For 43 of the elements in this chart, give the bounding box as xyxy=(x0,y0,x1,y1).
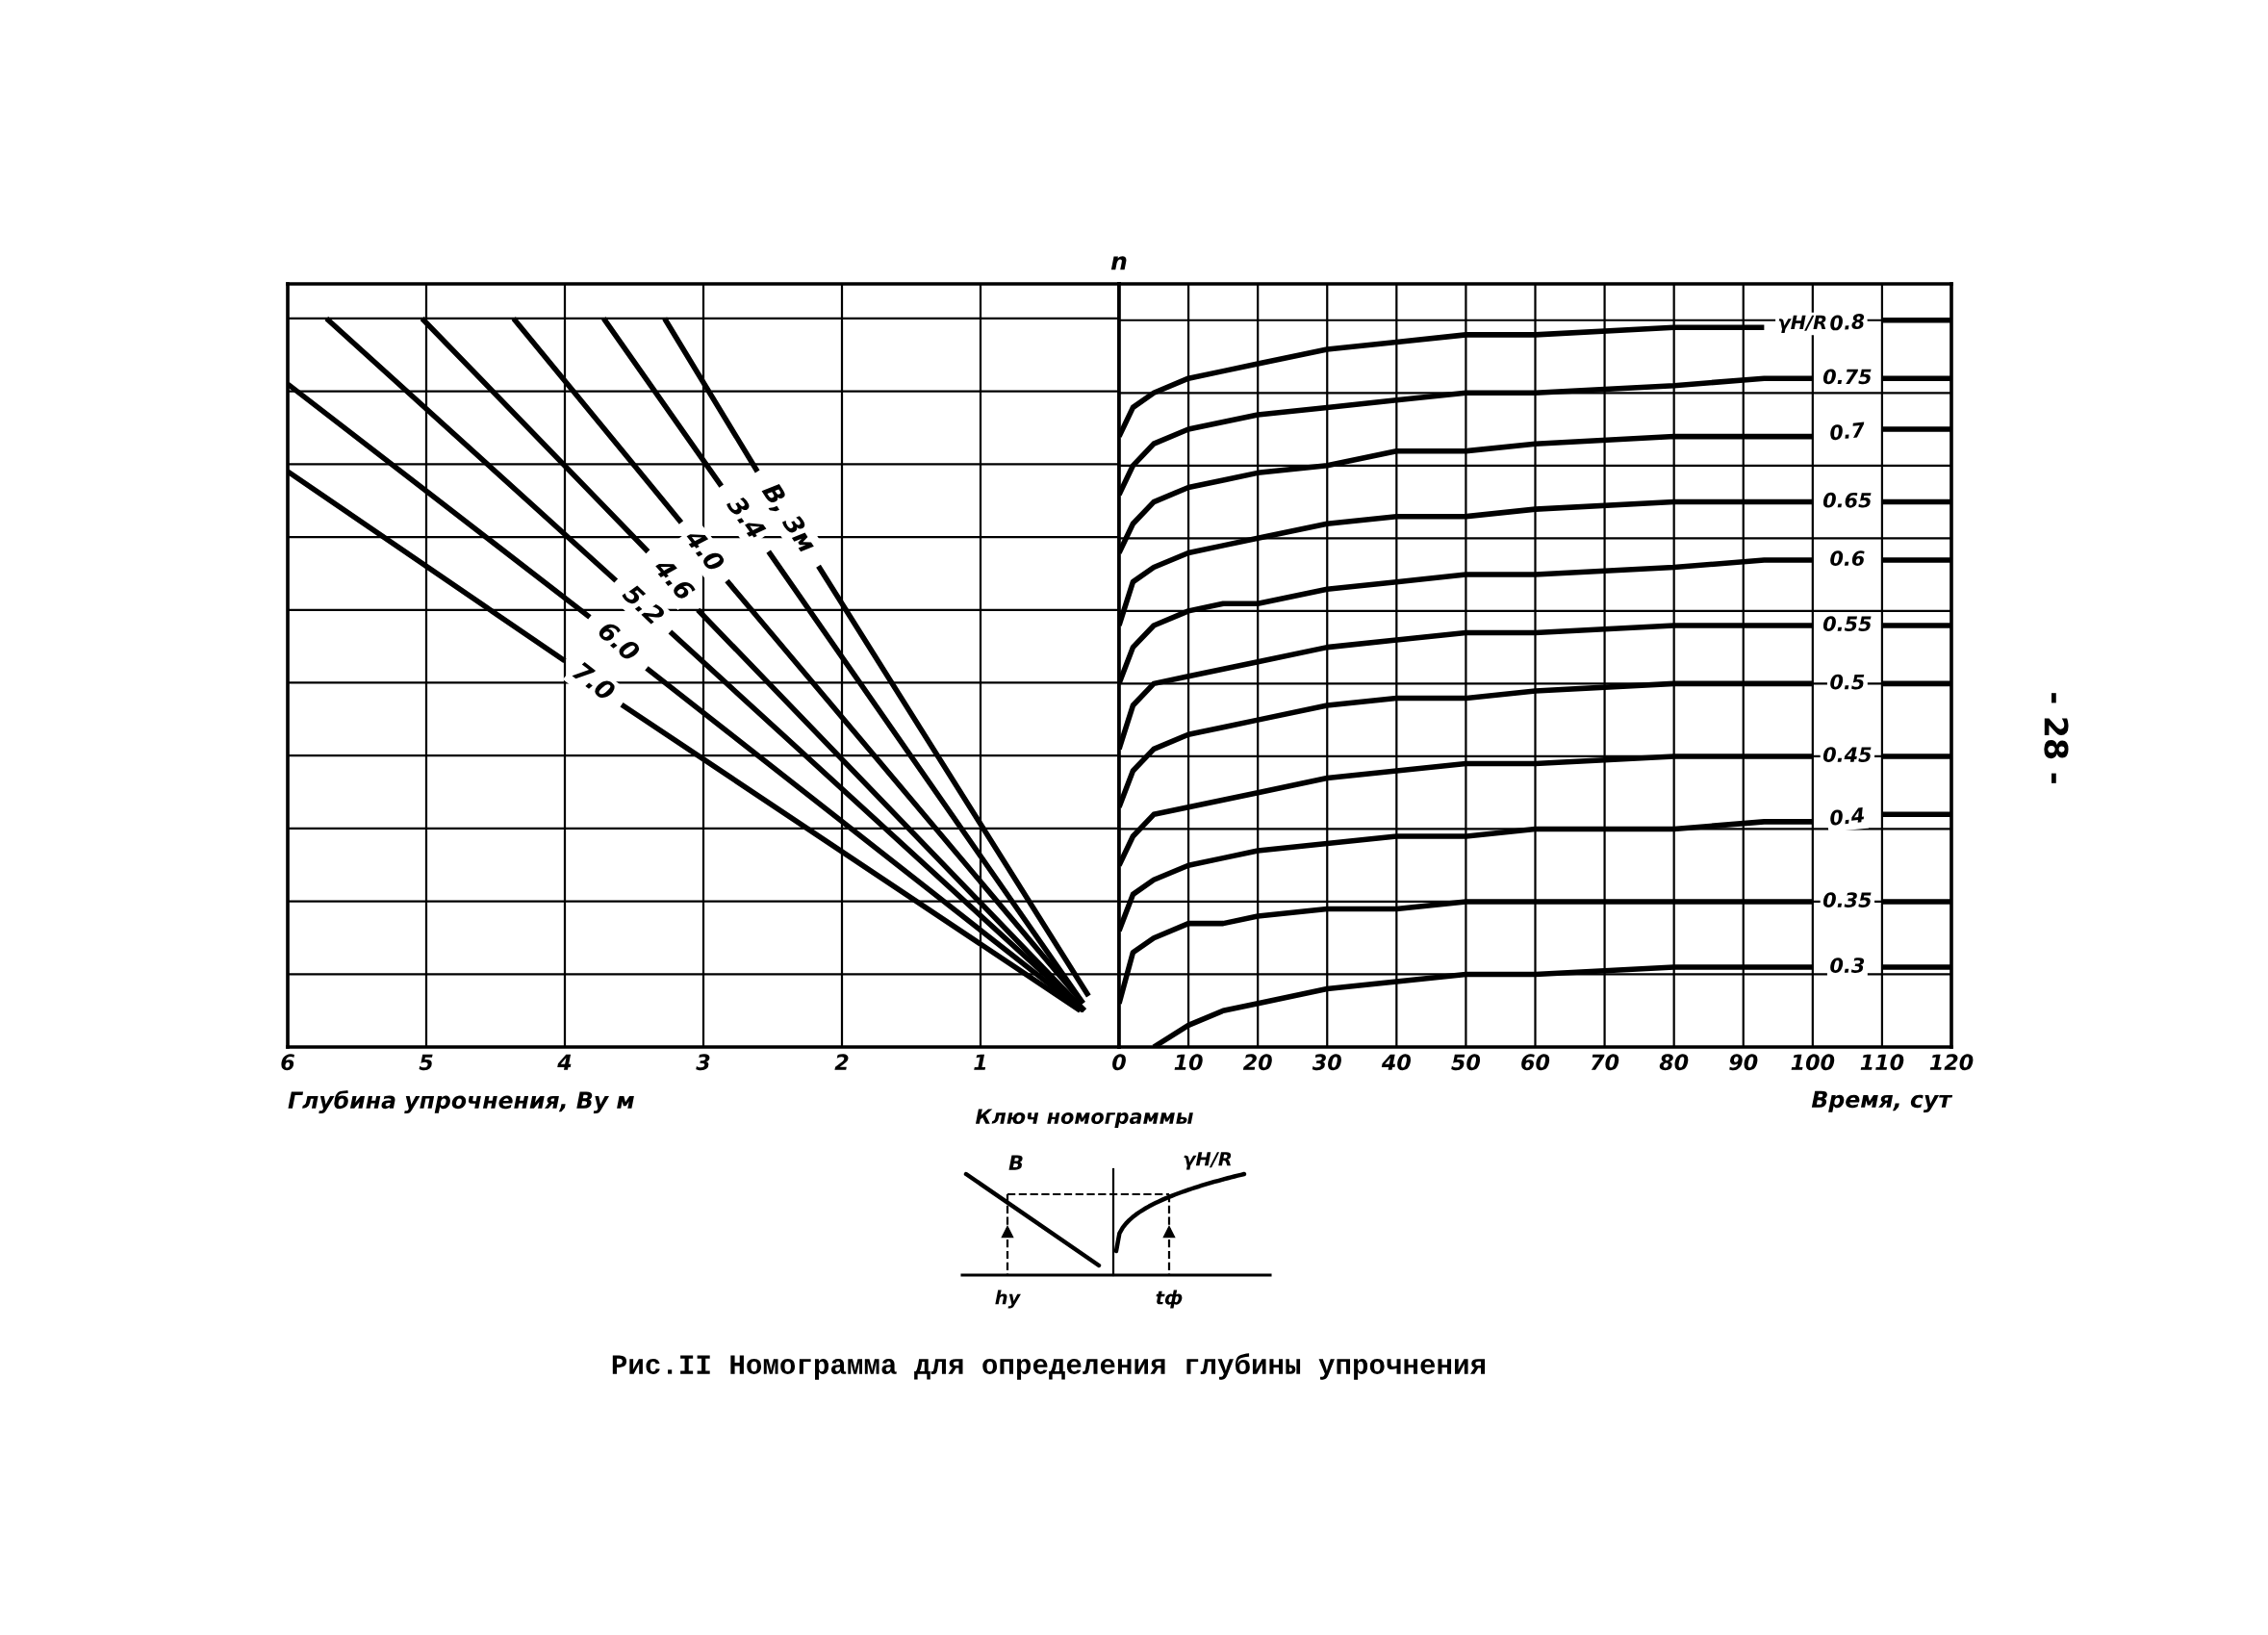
text: В xyxy=(1008,1155,1023,1170)
x-tick-label: 110 xyxy=(1860,1054,1904,1071)
x-tick-label: 80 xyxy=(1659,1054,1689,1071)
x-tick-label: 120 xyxy=(1929,1054,1974,1071)
text: γH/R xyxy=(1184,1152,1232,1170)
x-tick-label: 90 xyxy=(1729,1054,1758,1071)
series-label: 0.75 xyxy=(1822,369,1872,385)
text: Ключ номограммы xyxy=(975,1109,1193,1129)
x-tick-label: 40 xyxy=(1381,1054,1411,1071)
x-tick-label: 70 xyxy=(1591,1054,1619,1071)
series-label: 0.8 xyxy=(1829,313,1865,331)
text: hу xyxy=(995,1290,1021,1309)
series-label: 0.55 xyxy=(1822,616,1872,632)
text: 0.7 xyxy=(1829,422,1866,441)
x-tick-label: 60 xyxy=(1521,1054,1550,1071)
text: 7.0 xyxy=(572,660,618,703)
series-label: 0.45 xyxy=(1822,747,1872,762)
x-tick-label: 2 xyxy=(834,1054,849,1070)
y-axis-title: n xyxy=(1110,256,1127,270)
series-label: 0.5 xyxy=(1830,674,1865,690)
series-label: 0.65 xyxy=(1822,492,1872,508)
x-tick-label: 3 xyxy=(696,1054,710,1071)
text: Рис.II Номограмма для определения глубины упрочнения xyxy=(612,1353,1486,1380)
x-tick-label: 6 xyxy=(281,1054,294,1071)
series-label: 0.3 xyxy=(1830,958,1865,973)
x-tick-label: 1 xyxy=(974,1054,986,1070)
x-tick-label: 10 xyxy=(1174,1054,1203,1071)
x-tick-label: 5 xyxy=(419,1054,433,1071)
x-tick-label: 20 xyxy=(1242,1054,1272,1071)
text: - 28 - xyxy=(2044,693,2069,783)
text: 0.4 xyxy=(1829,806,1865,826)
x-tick-label: 0 xyxy=(1112,1054,1126,1071)
x-tick-label: 4 xyxy=(557,1054,572,1070)
x-tick-label: 100 xyxy=(1791,1054,1835,1071)
annotation: γH/R xyxy=(1778,315,1826,333)
series-label: 0.35 xyxy=(1822,892,1872,907)
x-tick-label: 30 xyxy=(1312,1054,1341,1071)
x-axis-title: Время, сут xyxy=(1811,1090,1953,1112)
text: 6.0 xyxy=(597,619,642,663)
series-label: 0.6 xyxy=(1830,550,1865,567)
x-axis-title: Глубина упрочнения, Ву м xyxy=(288,1090,634,1113)
text: tф xyxy=(1156,1290,1183,1309)
x-tick-label: 50 xyxy=(1451,1054,1481,1071)
